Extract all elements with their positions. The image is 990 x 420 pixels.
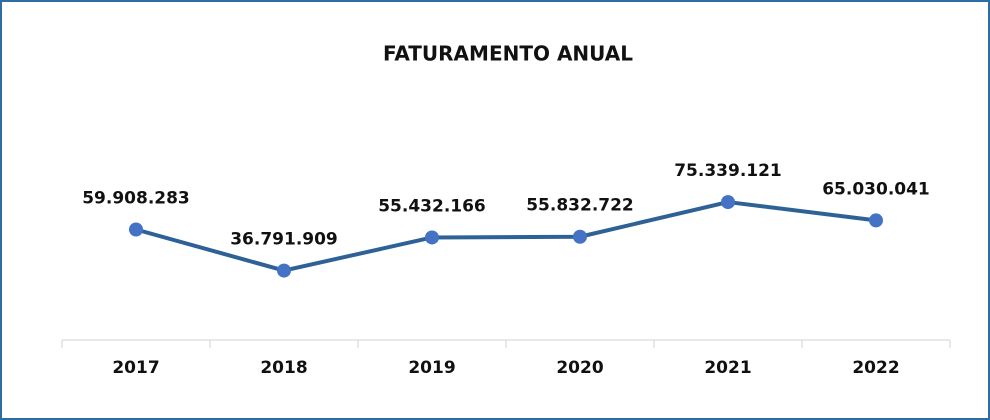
data-point — [129, 222, 143, 237]
data-point — [721, 195, 735, 210]
data-point — [573, 229, 587, 244]
data-label: 75.339.121 — [674, 161, 782, 181]
x-tick-label: 2022 — [852, 358, 899, 378]
x-tick-label: 2019 — [408, 358, 455, 378]
data-label: 55.432.166 — [378, 196, 486, 216]
data-line — [135, 200, 877, 273]
x-tick-label: 2018 — [260, 358, 307, 378]
data-point — [277, 263, 291, 278]
x-tick-label: 2021 — [704, 358, 751, 378]
data-label: 59.908.283 — [82, 188, 190, 208]
data-point — [425, 230, 439, 245]
x-tick-label: 2017 — [112, 358, 159, 378]
chart-title: FATURAMENTO ANUAL — [383, 42, 633, 66]
data-label: 55.832.722 — [526, 196, 634, 216]
data-label: 65.030.041 — [822, 179, 930, 199]
data-label: 36.791.909 — [230, 230, 338, 250]
data-point — [869, 213, 883, 228]
x-tick-label: 2020 — [556, 358, 603, 378]
